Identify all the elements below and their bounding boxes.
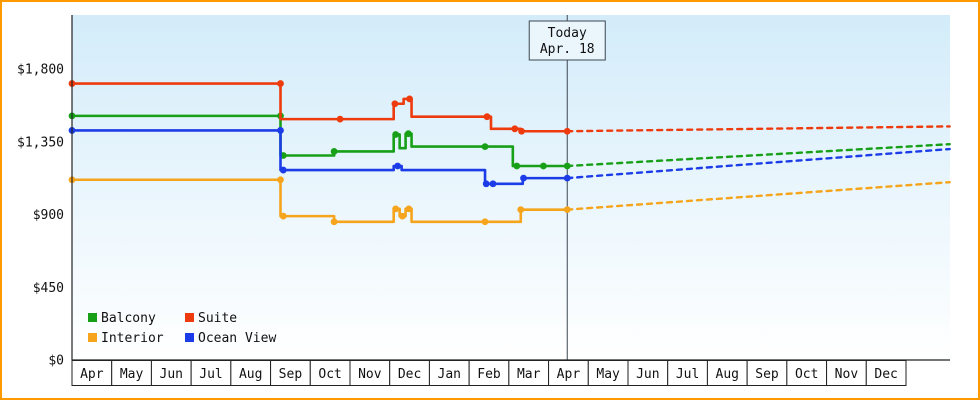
x-axis-month-label: Mar bbox=[517, 367, 541, 382]
series-point-interior bbox=[405, 205, 413, 213]
series-point-ocean-view bbox=[277, 127, 284, 134]
today-label-line2: Apr. 18 bbox=[540, 42, 595, 57]
x-axis-month-cell bbox=[548, 360, 589, 386]
x-axis-month-label: May bbox=[120, 367, 144, 382]
legend-swatch-ocean-view bbox=[185, 333, 194, 342]
x-axis-month-cell bbox=[270, 360, 311, 386]
today-label-line1: Today bbox=[548, 26, 587, 41]
series-point-balcony bbox=[404, 130, 412, 138]
x-axis-month-label: Apr bbox=[557, 367, 581, 382]
series-line-balcony bbox=[72, 114, 568, 168]
y-tick-label: $900 bbox=[33, 208, 64, 223]
series-point-ocean-view bbox=[482, 180, 490, 188]
y-tick-label: $0 bbox=[48, 354, 64, 369]
series-line-interior bbox=[72, 178, 568, 224]
legend-swatch-suite bbox=[185, 313, 194, 322]
series-point-interior bbox=[563, 206, 571, 214]
x-axis-month-label: Jun bbox=[160, 367, 183, 382]
x-axis-month-label: Oct bbox=[795, 367, 818, 382]
x-axis-month-label: Jan bbox=[438, 367, 461, 382]
x-axis-month-label: Sep bbox=[755, 367, 779, 382]
series-point-interior bbox=[481, 218, 489, 226]
series-point-balcony bbox=[481, 143, 489, 151]
series-point-suite bbox=[511, 125, 519, 133]
series-point-interior bbox=[517, 206, 525, 214]
legend-label-suite: Suite bbox=[198, 311, 237, 326]
y-tick-label: $450 bbox=[33, 281, 64, 296]
plot-area bbox=[72, 15, 950, 360]
series-point-suite bbox=[391, 100, 399, 108]
series-point-ocean-view bbox=[394, 162, 402, 170]
series-point-ocean-view bbox=[520, 174, 527, 182]
x-axis-month-label: Aug bbox=[239, 367, 262, 382]
series-point-interior bbox=[392, 205, 400, 213]
today-label-box bbox=[528, 20, 606, 61]
series-point-interior bbox=[330, 218, 338, 226]
x-axis-month-label: Oct bbox=[318, 367, 341, 382]
series-point-suite bbox=[483, 113, 491, 121]
series-point-suite bbox=[336, 115, 344, 123]
series-forecast-balcony bbox=[566, 142, 951, 168]
series-point-balcony bbox=[563, 162, 571, 170]
x-axis-month-cell bbox=[150, 360, 192, 386]
x-axis-month-label: Feb bbox=[477, 367, 501, 382]
legend-label-ocean-view: Ocean View bbox=[198, 331, 276, 346]
legend-swatch-balcony bbox=[88, 313, 97, 322]
series-point-balcony bbox=[330, 148, 338, 155]
series-point-balcony bbox=[513, 162, 521, 170]
series-point-ocean-view bbox=[489, 180, 497, 188]
x-axis-month-label: Sep bbox=[279, 367, 303, 382]
x-axis-month-label: Jul bbox=[676, 367, 699, 382]
legend-swatch-interior bbox=[88, 333, 97, 342]
x-axis-month-label: Apr bbox=[80, 367, 104, 382]
series-point-interior bbox=[399, 212, 406, 220]
series-point-suite bbox=[406, 95, 413, 103]
x-axis-month-label: Nov bbox=[835, 367, 859, 382]
series-line-ocean-view bbox=[72, 129, 568, 186]
series-point-interior bbox=[277, 176, 284, 184]
x-axis-month-label: Dec bbox=[874, 367, 897, 382]
series-point-balcony bbox=[392, 131, 400, 138]
x-axis-month-label: Aug bbox=[716, 367, 739, 382]
legend-label-balcony: Balcony bbox=[101, 311, 156, 326]
x-axis-month-cell bbox=[190, 360, 232, 386]
x-axis-month-label: Jul bbox=[199, 367, 222, 382]
x-axis-month-cell bbox=[349, 360, 391, 386]
x-axis-month-label: Dec bbox=[398, 367, 421, 382]
x-axis-month-label: May bbox=[596, 367, 620, 382]
x-axis-month-cell bbox=[428, 360, 470, 386]
x-axis-month-cell bbox=[309, 360, 351, 386]
x-axis-month-cell bbox=[468, 360, 510, 386]
series-point-suite bbox=[518, 127, 525, 135]
x-axis-month-cell bbox=[865, 360, 907, 386]
legend-label-interior: Interior bbox=[101, 331, 164, 346]
x-axis-month-cell bbox=[111, 360, 152, 386]
x-axis-month-cell bbox=[627, 360, 669, 386]
x-axis-month-cell bbox=[508, 360, 550, 386]
x-axis-month-label: Jun bbox=[636, 367, 659, 382]
x-axis-month-cell bbox=[587, 360, 629, 386]
series-point-balcony bbox=[540, 162, 547, 170]
x-axis-month-cell bbox=[706, 360, 748, 386]
series-forecast-suite bbox=[566, 125, 951, 133]
y-tick-label: $1,800 bbox=[17, 63, 64, 78]
series-point-ocean-view bbox=[279, 166, 287, 174]
x-axis-month-cell bbox=[71, 360, 113, 386]
x-axis-month-cell bbox=[786, 360, 828, 386]
series-forecast-ocean-view bbox=[566, 147, 951, 180]
series-point-ocean-view bbox=[563, 174, 571, 182]
x-axis-month-label: Nov bbox=[358, 367, 382, 382]
x-axis-month-cell bbox=[746, 360, 788, 386]
series-point-suite bbox=[563, 127, 571, 135]
series-point-suite bbox=[277, 80, 284, 87]
y-tick-label: $1,350 bbox=[17, 135, 64, 150]
series-point-interior bbox=[279, 212, 287, 220]
series-forecast-interior bbox=[566, 180, 951, 211]
